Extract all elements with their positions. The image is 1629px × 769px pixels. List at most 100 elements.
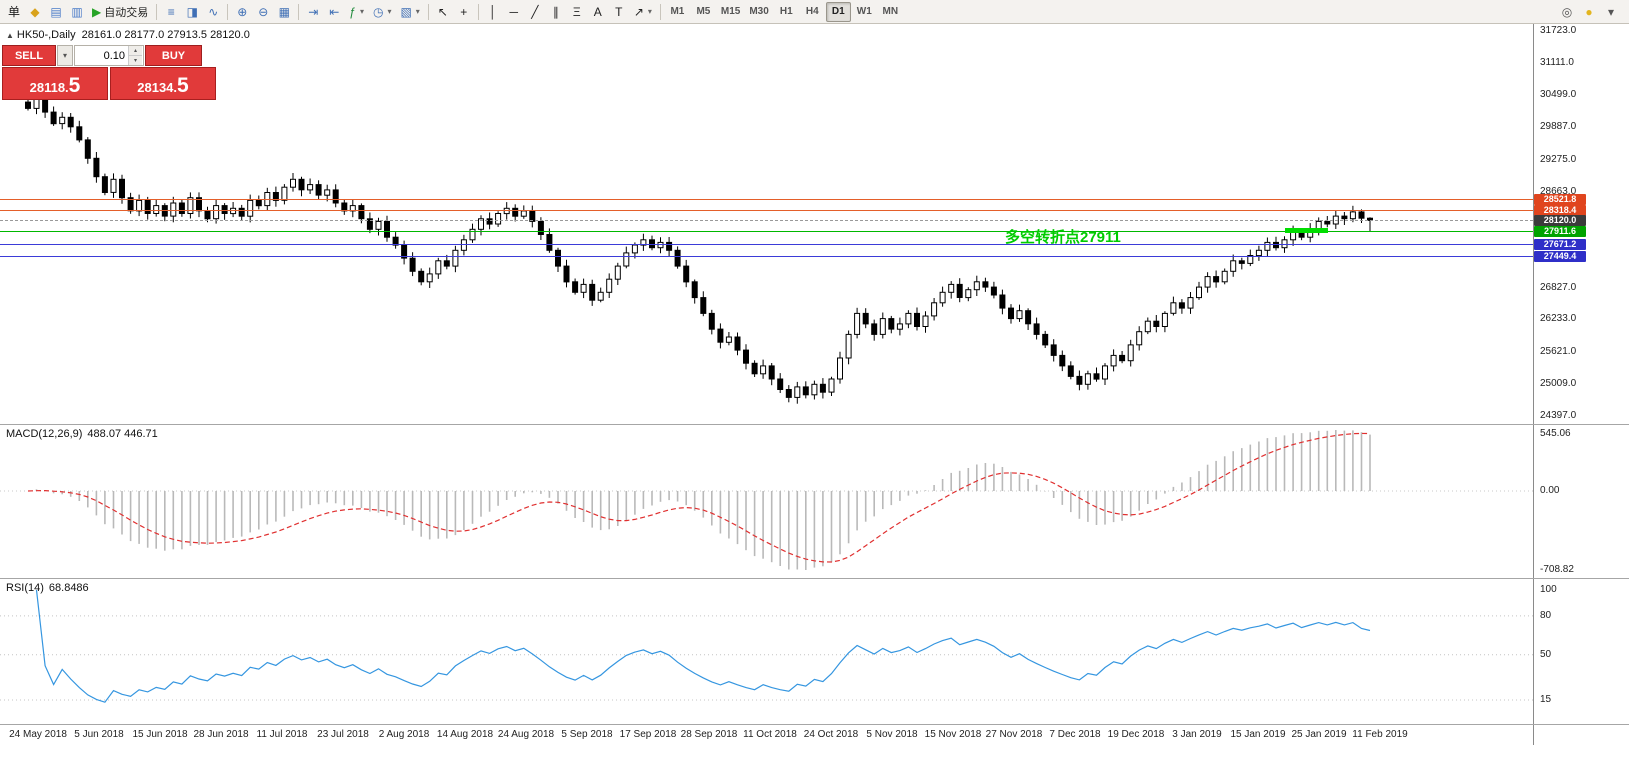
collapse-arrow-icon[interactable]: ▲: [6, 31, 14, 40]
timeframe-mn-button[interactable]: MN: [882, 6, 899, 17]
horizontal-line-icon[interactable]: ─: [504, 2, 524, 22]
cursor-icon[interactable]: ↖: [433, 2, 453, 22]
templates-icon: ▧: [400, 4, 412, 19]
grid-icon: ▦: [278, 4, 290, 19]
lot-increase-button[interactable]: ▴: [129, 46, 142, 56]
date-label: 28 Sep 2018: [680, 729, 738, 740]
timeframe-w1-button[interactable]: W1: [856, 6, 872, 17]
zoom-out-icon[interactable]: ⊖: [253, 2, 273, 22]
timeframe-m15-button[interactable]: M15: [720, 6, 741, 17]
timeframe-m30-button[interactable]: M30: [749, 6, 769, 17]
text-icon[interactable]: A: [588, 2, 608, 22]
window-menu-icon[interactable]: ▾: [1607, 4, 1615, 19]
date-label: 14 Aug 2018: [436, 729, 494, 740]
lot-decrease-button[interactable]: ▾: [129, 56, 142, 65]
vertical-line-icon[interactable]: │: [483, 2, 503, 22]
crosshair-icon[interactable]: +: [454, 2, 474, 22]
autotrading-button[interactable]: ▶ 自动交易: [88, 2, 152, 22]
rsi-chart[interactable]: [0, 578, 1533, 724]
buy-price-display[interactable]: 28134. 5: [110, 67, 216, 100]
date-label: 11 Oct 2018: [743, 729, 797, 740]
search-icon[interactable]: ◎: [1561, 4, 1573, 19]
highlight-segment[interactable]: [1285, 228, 1328, 233]
timeframe-h1-button[interactable]: H1: [779, 6, 793, 17]
rsi-axis-tick: 80: [1540, 609, 1552, 621]
profiles-icon[interactable]: ▤: [46, 2, 66, 22]
chart-window: ▲ HK50-,Daily 28161.0 28177.0 27913.5 2812…: [0, 24, 1629, 745]
one-click-trading-panel: SELL ▾ ▴ ▾ BUY 28118.5 28134.5: [2, 45, 216, 100]
candlestick-type-icon[interactable]: ◨: [182, 2, 202, 22]
new-order-button[interactable]: 单: [4, 2, 24, 22]
chart-shift-icon[interactable]: ⇥: [303, 2, 323, 22]
date-label: 5 Sep 2018: [561, 729, 613, 740]
periods-icon[interactable]: ◷ ▾: [369, 2, 396, 22]
price-tag-label: 27449.4: [1534, 251, 1586, 262]
autotrading-button: ▶: [92, 4, 102, 19]
sell-price-main: 28118.: [29, 80, 69, 95]
price-axis-tick: 31723.0: [1540, 25, 1577, 36]
date-label: 5 Jun 2018: [74, 729, 124, 740]
lot-size-input[interactable]: [75, 46, 128, 65]
chevron-down-icon: ▾: [415, 7, 420, 16]
date-label: 17 Sep 2018: [619, 729, 677, 740]
periods-icon: ◷: [372, 4, 384, 19]
date-label: 24 May 2018: [9, 729, 67, 740]
date-label: 27 Nov 2018: [985, 729, 1043, 740]
auto-scroll-icon[interactable]: ⇤: [324, 2, 344, 22]
panel-separator[interactable]: [0, 424, 1629, 425]
indicators-icon[interactable]: ƒ ▾: [345, 2, 368, 22]
crosshair-icon: +: [460, 4, 468, 19]
timeframe-m5-button[interactable]: M5: [696, 6, 711, 17]
rsi-value: 68.8486: [48, 582, 89, 594]
date-label: 24 Aug 2018: [497, 729, 555, 740]
line-chart-type-icon: ∿: [208, 4, 219, 19]
trendline-icon[interactable]: ╱: [525, 2, 545, 22]
label-icon: T: [615, 4, 623, 19]
templates-icon[interactable]: ▧ ▾: [396, 2, 423, 22]
date-label: 23 Jul 2018: [317, 729, 369, 740]
market-watch-icon[interactable]: ▥: [67, 2, 87, 22]
rsi-axis-tick: 50: [1540, 648, 1552, 660]
bar-chart-type-icon: ≡: [167, 4, 175, 19]
shapes-icon[interactable]: ↗ ▾: [630, 2, 656, 22]
toolbar-separator: [227, 3, 229, 20]
price-axis-tick: 26827.0: [1540, 282, 1577, 294]
price-tag-label: 28120.0: [1534, 215, 1586, 226]
ohlc-readout: 28161.0 28177.0 27913.5 28120.0: [81, 29, 250, 41]
toolbar-separator: [156, 3, 158, 20]
line-chart-type-icon[interactable]: ∿: [203, 2, 223, 22]
price-tag-label: 27911.6: [1534, 226, 1586, 237]
label-icon[interactable]: T: [609, 2, 629, 22]
sell-button[interactable]: SELL: [2, 45, 56, 66]
macd-indicator-label: MACD(12,26,9) 488.07 446.71: [6, 428, 163, 440]
panel-separator[interactable]: [0, 578, 1629, 579]
toolbar-separator: [477, 3, 479, 20]
macd-name: MACD(12,26,9): [6, 428, 83, 440]
grid-icon[interactable]: ▦: [274, 2, 294, 22]
macd-axis-tick: -708.82: [1540, 564, 1574, 575]
timeframe-h4-button[interactable]: H4: [805, 6, 819, 17]
timeframe-m1-button[interactable]: M1: [670, 6, 685, 17]
rsi-name: RSI(14): [6, 582, 44, 594]
sell-price-display[interactable]: 28118. 5: [2, 67, 108, 100]
community-icon[interactable]: ●: [1585, 4, 1593, 19]
candlestick-chart[interactable]: [0, 24, 1533, 424]
macd-chart[interactable]: [0, 424, 1533, 578]
buy-price-main: 28134.: [137, 80, 178, 95]
date-label: 25 Jan 2019: [1291, 729, 1347, 740]
new-chart-icon[interactable]: ◆: [25, 2, 45, 22]
zoom-in-icon[interactable]: ⊕: [232, 2, 252, 22]
price-axis-tick: 29275.0: [1540, 153, 1577, 165]
cursor-icon: ↖: [437, 4, 448, 19]
bar-chart-type-icon[interactable]: ≡: [161, 2, 181, 22]
chart-title: ▲ HK50-,Daily 28161.0 28177.0 27913.5 2812…: [6, 29, 250, 41]
buy-button[interactable]: BUY: [145, 45, 202, 66]
turning-point-annotation[interactable]: 多空转折点27911: [1005, 229, 1121, 246]
fibonacci-icon[interactable]: Ξ: [567, 2, 587, 22]
channel-icon[interactable]: ∥: [546, 2, 566, 22]
timeframe-d1-button[interactable]: D1: [825, 1, 851, 22]
price-axis[interactable]: 28521.8 28318.4 28120.0 27911.6 27671.2 27449…: [1534, 24, 1629, 745]
macd-axis-tick: 0.00: [1540, 485, 1560, 496]
order-type-dropdown[interactable]: ▾: [57, 45, 73, 66]
time-axis[interactable]: 24 May 2018 5 Jun 2018 15 Jun 2018 28 Jun 2…: [0, 724, 1533, 745]
